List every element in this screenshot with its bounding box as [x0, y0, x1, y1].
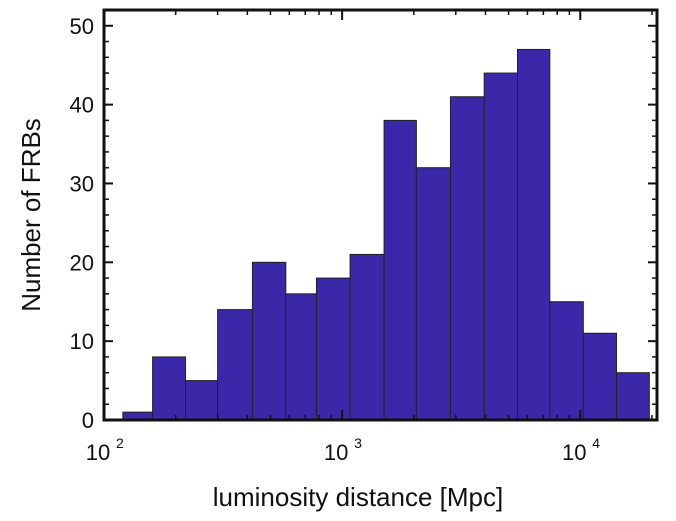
y-tick-label: 10: [70, 329, 94, 354]
y-tick-label: 50: [70, 14, 94, 39]
y-tick-labels: 0 10 20 30 40 50: [70, 14, 94, 433]
histogram-bar: [415, 167, 451, 421]
histogram-bar: [251, 261, 287, 421]
x-tick-labels: 10 2 10 3 10 4: [86, 435, 601, 465]
y-axis-label: Number of FRBs: [16, 118, 46, 312]
histogram-bar: [549, 301, 584, 421]
bars-group: [122, 48, 650, 421]
y-tick-label: 30: [70, 171, 94, 196]
histogram-bar: [616, 372, 650, 421]
histogram-bar: [185, 380, 219, 421]
histogram-bar: [152, 356, 187, 421]
histogram-bar: [383, 119, 417, 421]
x-axis-label: luminosity distance [Mpc]: [213, 482, 503, 512]
histogram-bar: [449, 96, 485, 421]
histogram-bar: [349, 253, 385, 421]
histogram-bar: [315, 277, 351, 421]
x-tick-exponent: 2: [116, 435, 124, 451]
y-tick-label: 40: [70, 93, 94, 118]
x-tick-exponent: 3: [354, 435, 362, 451]
y-tick-label: 20: [70, 250, 94, 275]
histogram-bar: [285, 293, 317, 421]
ticks-group: [103, 9, 657, 421]
y-tick-label: 0: [82, 408, 94, 433]
x-tick-exponent: 4: [592, 435, 600, 451]
x-tick-label: 10: [562, 440, 586, 465]
x-tick-label: 10: [324, 440, 348, 465]
histogram-bar: [516, 48, 551, 421]
x-tick-label: 10: [86, 440, 110, 465]
histogram-bar: [582, 332, 618, 421]
histogram-bar: [483, 72, 518, 421]
histogram-bar: [217, 309, 253, 421]
